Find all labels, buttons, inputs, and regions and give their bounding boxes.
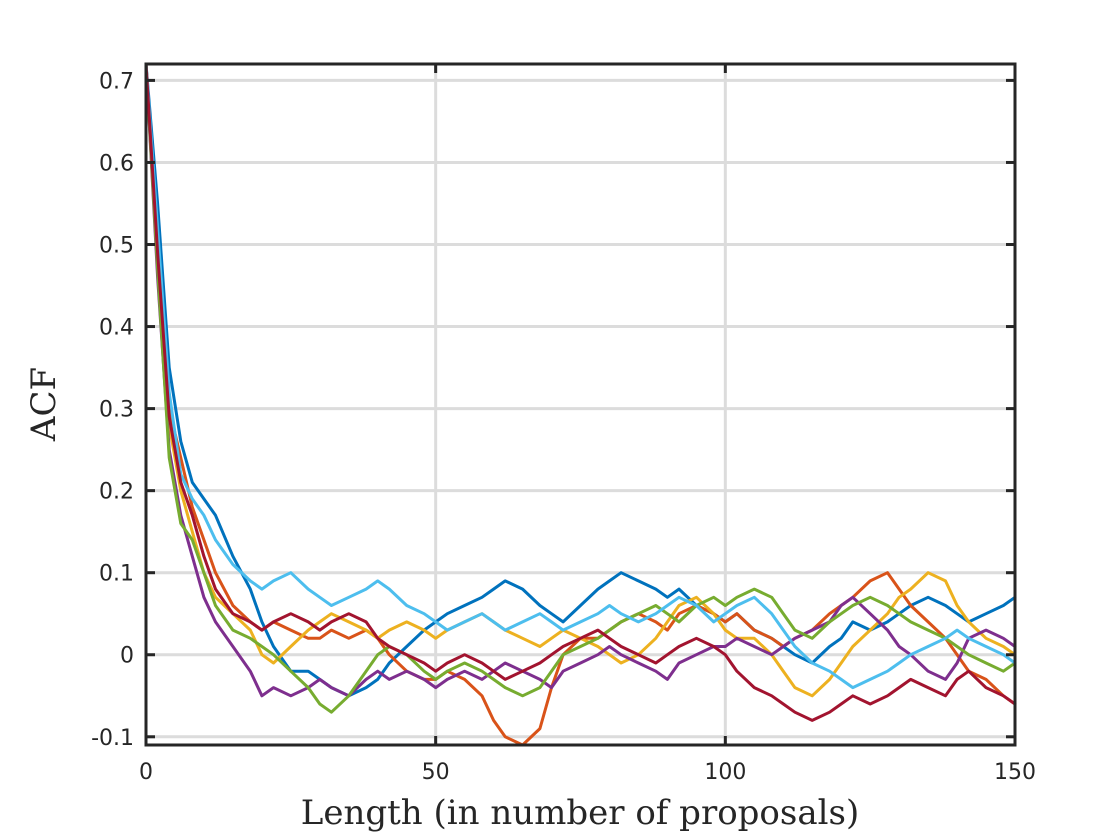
x-tick-label: 100 bbox=[704, 760, 746, 785]
series-group bbox=[144, 62, 1017, 747]
x-tick-label: 0 bbox=[139, 760, 153, 785]
y-tick-label: -0.1 bbox=[91, 726, 134, 751]
x-axis-label: Length (in number of proposals) bbox=[301, 793, 859, 833]
y-tick-label: 0.5 bbox=[99, 234, 134, 259]
series-line-6 bbox=[144, 62, 1017, 690]
y-axis-tick-labels: -0.1 0 0.1 0.2 0.3 0.4 0.5 0.6 0.7 bbox=[91, 69, 134, 750]
series-line-1 bbox=[144, 62, 1017, 698]
grid-lines bbox=[146, 64, 1015, 745]
x-axis-tick-labels: 0 50 100 150 bbox=[139, 760, 1036, 785]
series-line-4 bbox=[144, 62, 1017, 698]
series-line-5 bbox=[144, 62, 1017, 714]
y-tick-label: 0 bbox=[120, 644, 134, 669]
series-line-3 bbox=[144, 62, 1017, 698]
y-tick-label: 0.3 bbox=[99, 398, 134, 423]
y-tick-label: 0.6 bbox=[99, 151, 134, 176]
series-line-7 bbox=[144, 62, 1017, 722]
y-tick-label: 0.4 bbox=[99, 316, 134, 341]
y-tick-label: 0.2 bbox=[99, 480, 134, 505]
plot-frame bbox=[144, 62, 1017, 747]
series-line-2 bbox=[144, 62, 1017, 747]
x-tick-label: 50 bbox=[422, 760, 450, 785]
y-tick-label: 0.1 bbox=[99, 562, 134, 587]
y-axis-label: ACF bbox=[24, 367, 64, 442]
x-tick-label: 150 bbox=[994, 760, 1036, 785]
y-tick-label: 0.7 bbox=[99, 69, 134, 94]
